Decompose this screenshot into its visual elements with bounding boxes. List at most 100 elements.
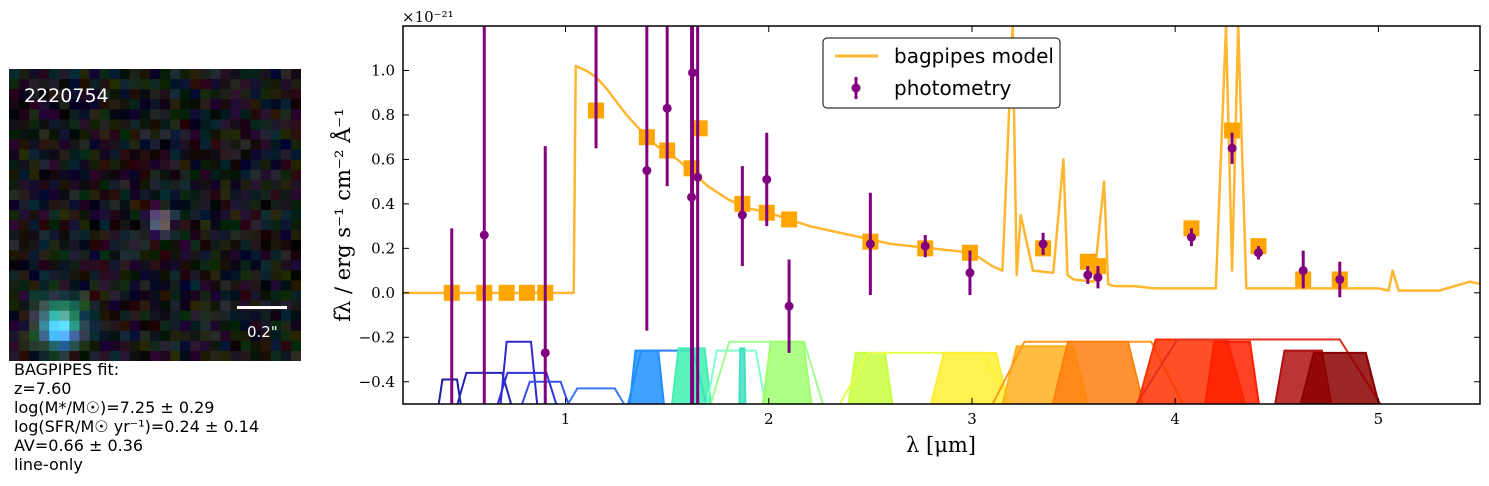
cutout-pixel: [250, 119, 262, 130]
cutout-pixel: [190, 69, 201, 80]
cutout-pixel: [270, 159, 282, 171]
cutout-pixel: [200, 129, 211, 140]
cutout-pixel: [149, 79, 161, 90]
cutout-pixel: [109, 270, 121, 281]
cutout-pixel: [129, 260, 141, 271]
cutout-pixel: [149, 89, 161, 100]
cutout-pixel: [270, 280, 282, 292]
cutout-pixel: [39, 300, 50, 312]
cutout-pixel: [79, 109, 91, 120]
cutout-pixel: [139, 99, 151, 110]
cutout-pixel: [129, 99, 141, 110]
cutout-pixel: [59, 350, 70, 362]
cutout-pixel: [180, 169, 191, 181]
cutout-pixel: [139, 209, 151, 221]
cutout-pixel: [250, 280, 262, 292]
y-tick-label: 1.0: [371, 61, 395, 79]
cutout-pixel: [89, 169, 101, 181]
filter-curve-f300m: [929, 351, 1010, 404]
cutout-pixel: [39, 189, 50, 201]
cutout-pixel: [129, 230, 141, 241]
cutout-pixel: [9, 79, 20, 90]
cutout-pixel: [119, 159, 131, 171]
cutout-pixel: [250, 320, 262, 332]
cutout-pixel: [220, 159, 232, 171]
cutout-pixel: [260, 129, 272, 140]
cutout-pixel: [19, 250, 30, 261]
cutout-pixel: [290, 280, 302, 292]
cutout-pixel: [59, 220, 70, 231]
cutout-pixel: [270, 260, 282, 271]
cutout-pixel: [190, 79, 201, 90]
cutout-pixel: [89, 189, 101, 201]
cutout-pixel: [280, 149, 292, 161]
cutout-pixel: [190, 129, 201, 140]
cutout-pixel: [290, 199, 302, 211]
cutout-pixel: [290, 69, 302, 80]
cutout-pixel: [59, 280, 70, 292]
filter-curve-f360m: [1051, 340, 1145, 404]
cutout-pixel: [260, 280, 272, 292]
cutout-pixel: [9, 99, 20, 110]
cutout-pixel: [129, 310, 141, 322]
cutout-pixel: [129, 330, 141, 342]
cutout-pixel: [290, 330, 302, 342]
cutout-pixel: [180, 330, 191, 342]
cutout-pixel: [119, 199, 131, 211]
cutout-pixel: [9, 169, 20, 181]
cutout-pixel: [260, 240, 272, 251]
cutout-pixel: [180, 189, 191, 201]
cutout-pixel: [160, 270, 171, 281]
cutout-pixel: [220, 89, 232, 100]
cutout-pixel: [210, 280, 221, 292]
cutout-pixel: [240, 139, 252, 151]
cutout-pixel: [240, 99, 252, 110]
cutout-pixel: [190, 290, 201, 302]
cutout-pixel: [19, 159, 30, 171]
cutout-pixel: [200, 179, 211, 191]
cutout-pixel: [220, 119, 232, 130]
cutout-pixel: [99, 139, 111, 151]
cutout-pixel: [290, 230, 302, 241]
cutout-pixel: [109, 109, 121, 120]
cutout-pixel: [19, 179, 30, 191]
cutout-pixel: [59, 129, 70, 140]
cutout-pixel: [69, 250, 80, 261]
cutout-pixel: [270, 169, 282, 181]
cutout-pixel: [230, 79, 242, 90]
cutout-pixel: [79, 99, 91, 110]
cutout-pixel: [270, 220, 282, 231]
cutout-pixel: [240, 300, 252, 312]
cutout-pixel: [129, 139, 141, 151]
cutout-pixel: [190, 320, 201, 332]
cutout-pixel: [99, 69, 111, 80]
cutout-pixel: [180, 220, 191, 231]
cutout-pixel: [250, 350, 262, 362]
photometry-point: [1254, 248, 1264, 258]
cutout-pixel: [220, 220, 232, 231]
cutout-pixel: [129, 320, 141, 332]
cutout-pixel: [240, 290, 252, 302]
cutout-pixel: [69, 330, 80, 342]
y-tick-label: −0.4: [359, 373, 395, 391]
cutout-pixel: [280, 290, 292, 302]
cutout-pixel: [59, 109, 70, 120]
cutout-pixel: [29, 69, 40, 80]
cutout-pixel: [200, 220, 211, 231]
cutout-pixel: [290, 79, 302, 90]
cutout-pixel: [190, 310, 201, 322]
cutout-pixel: [200, 280, 211, 292]
cutout-pixel: [230, 260, 242, 271]
cutout-pixel: [270, 119, 282, 130]
cutout-pixel: [79, 310, 91, 322]
cutout-pixel: [170, 189, 181, 201]
cutout-pixel: [160, 69, 171, 80]
cutout-pixel: [160, 89, 171, 100]
y-tick-label: 0.4: [371, 195, 395, 213]
cutout-pixel: [9, 109, 20, 120]
cutout-pixel: [149, 129, 161, 140]
cutout-pixel: [210, 230, 221, 241]
cutout-pixel: [79, 159, 91, 171]
cutout-pixel: [280, 320, 292, 332]
cutout-pixel: [270, 69, 282, 80]
